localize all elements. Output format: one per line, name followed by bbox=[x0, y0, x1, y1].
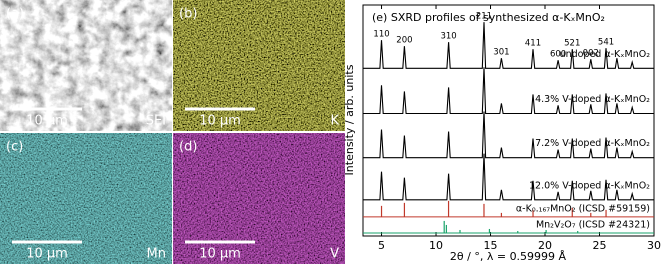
peak-label: 211 bbox=[476, 12, 492, 22]
scale-bar-label: 10 μm bbox=[26, 247, 68, 262]
x-tick-label: 15 bbox=[484, 239, 498, 252]
element-label: K bbox=[330, 114, 339, 129]
peak-label: 521 bbox=[564, 39, 580, 49]
scale-bar-label: 10 μm bbox=[199, 114, 241, 129]
panel-tag: (d) bbox=[179, 140, 197, 155]
profile-line bbox=[363, 67, 654, 115]
x-tick-label: 10 bbox=[429, 239, 443, 252]
peak-label: 541 bbox=[598, 38, 614, 48]
peak-label: 310 bbox=[440, 32, 456, 42]
panel-tag: (c) bbox=[6, 140, 23, 155]
panel-tag: (a) bbox=[6, 7, 24, 22]
peak-label: 411 bbox=[525, 39, 541, 49]
x-tick-label: 5 bbox=[378, 239, 385, 252]
profile-line bbox=[363, 22, 654, 69]
series-label: 7.2% V-doped α-KₓMnO₂ bbox=[535, 138, 650, 149]
series-label: 4.3% V-doped α-KₓMnO₂ bbox=[535, 94, 650, 105]
reference-label: Mn₂V₂O₇ (ICSD #24321) bbox=[536, 219, 650, 230]
scale-bar-label: 10 μm bbox=[26, 114, 68, 129]
micrograph bbox=[0, 0, 172, 131]
micrograph bbox=[173, 133, 345, 264]
peak-label: 301 bbox=[493, 48, 509, 58]
peak-label: 200 bbox=[396, 36, 412, 46]
x-tick-label: 20 bbox=[538, 239, 552, 252]
peak-label: 110 bbox=[373, 30, 389, 40]
x-tick-label: 25 bbox=[593, 239, 607, 252]
x-axis-title: 2θ / °, λ = 0.59999 Å bbox=[450, 250, 567, 263]
micrograph bbox=[173, 0, 345, 131]
series-label: undoped α-KₓMnO₂ bbox=[560, 49, 651, 60]
peak-label: 600 bbox=[550, 50, 566, 60]
element-label: SEI bbox=[146, 114, 166, 129]
element-label: V bbox=[330, 247, 339, 262]
panel-tag: (b) bbox=[179, 7, 197, 22]
scale-bar-label: 10 μm bbox=[199, 247, 241, 262]
reference-label: α-K₀.₁₆₇MnO₂ (ICSD #59159) bbox=[516, 203, 650, 214]
profile-line bbox=[363, 111, 654, 159]
peak-label: 002 bbox=[583, 49, 599, 59]
element-label: Mn bbox=[147, 247, 166, 262]
micrograph bbox=[0, 133, 172, 264]
x-tick-label: 30 bbox=[647, 239, 661, 252]
chart-title: (e) SXRD profiles of synthesized α-KₓMnO… bbox=[372, 11, 605, 24]
plot-frame bbox=[362, 4, 655, 237]
profile-line bbox=[363, 153, 654, 201]
series-label: 12.0% V-doped α-KₓMnO₂ bbox=[529, 180, 650, 191]
y-axis-title: Intensity / arb. units bbox=[343, 64, 356, 175]
